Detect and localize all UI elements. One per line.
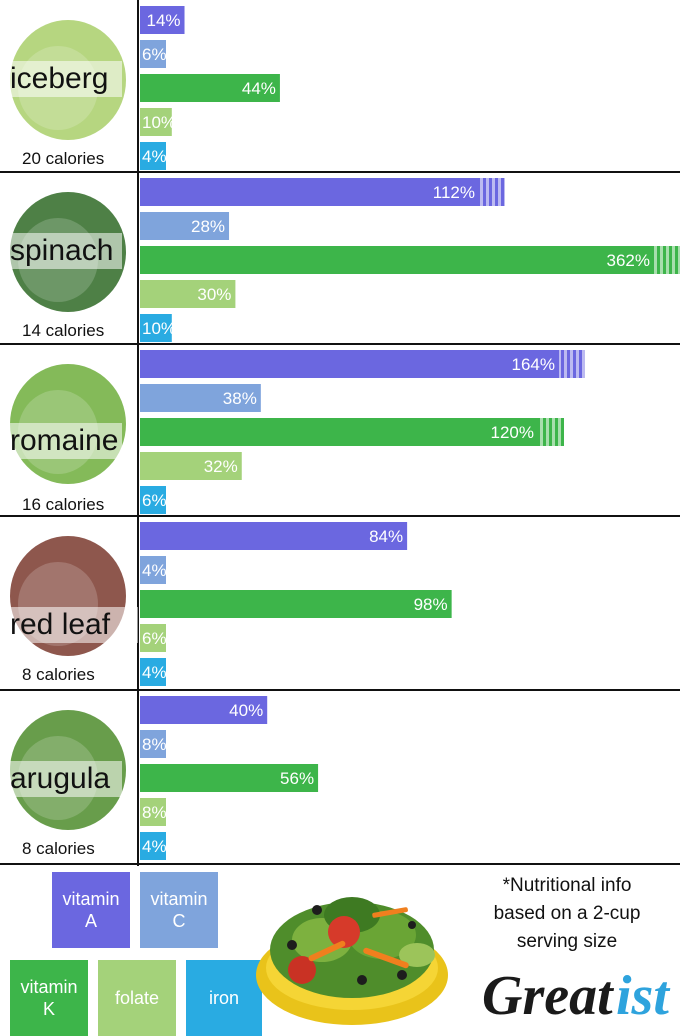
bar-vitamin-K [140,764,319,792]
category-label-bg [6,607,138,643]
legend-label: folate [114,988,160,1008]
bar-iron [140,142,166,170]
calorie-label: 8 calories [22,665,95,684]
legend-sublabel: C [172,911,186,931]
bar-vitamin-K [140,590,452,618]
bar-value-label: 6% [142,491,167,510]
bar-vitamin-K [140,74,280,102]
bar-value-label: 4% [142,561,167,580]
bar-vitamin-A [140,696,268,724]
legend-label: vitamin [20,977,78,997]
bar-overflow-marker [559,350,585,378]
category-label-bg [6,61,122,97]
bar-value-label: 40% [229,701,263,720]
bar-value-label: 14% [146,11,180,30]
bar-value-label: 4% [142,837,167,856]
bar-value-label: 56% [280,769,314,788]
bar-vitamin-C [140,40,166,68]
category-label: arugula [10,762,110,795]
legend-sublabel: K [42,999,55,1019]
row-romaine: romaine 16 calories 164% 38% 120% 32% 6% [6,350,585,514]
category-label: iceberg [10,62,108,95]
bar-value-label: 8% [142,803,167,822]
calorie-label: 8 calories [22,839,95,858]
category-label-bg [6,423,122,459]
bar-vitamin-K [140,246,680,274]
legend-label: vitamin [150,889,208,909]
bar-value-label: 32% [204,457,238,476]
legend-label: iron [208,988,239,1008]
bar-value-label: 362% [607,251,650,270]
bar-value-label: 10% [142,113,176,132]
bar-iron [140,486,166,514]
bar-value-label: 38% [223,389,257,408]
bar-overflow-marker [479,178,505,206]
bar-value-label: 8% [142,735,167,754]
note-line-3: serving size [516,931,618,952]
bar-value-label: 10% [142,319,176,338]
logo-text-ist: ist [616,965,670,1027]
bar-value-label: 120% [491,423,534,442]
bar-iron [140,658,166,686]
category-label-bg [6,761,122,797]
bar-folate [140,624,166,652]
bar-folate [140,280,236,308]
bar-value-label: 4% [142,663,167,682]
category-label: spinach [10,234,113,267]
category-label-bg [6,233,122,269]
row-spinach: spinach 14 calories 112% 28% 362% 30% 10% [6,178,680,342]
row-red-leaf: red leaf 8 calories 84% 4% 98% 6% 4% [6,522,452,686]
note-line-1: *Nutritional info [502,875,632,896]
legend-label: vitamin [62,889,120,909]
bar-value-label: 164% [512,355,555,374]
legend-item-vitamin-a: vitamin A [52,872,130,948]
legend-sublabel: A [84,911,97,931]
bar-iron [140,314,172,342]
legend-item-vitamin-k: vitamin K [10,960,88,1036]
bar-vitamin-K [140,418,564,446]
bar-overflow-marker [654,246,680,274]
note-line-2: based on a 2-cup [493,903,641,924]
calorie-label: 14 calories [22,321,104,340]
category-label: red leaf [10,608,111,641]
bar-folate [140,108,172,136]
bar-vitamin-A [140,6,185,34]
legend-item-iron: iron [186,960,262,1036]
nutrition-footnote: *Nutritional info based on a 2-cup servi… [462,872,672,956]
logo-text-great: Great [482,965,614,1027]
bar-vitamin-C [140,212,230,240]
bar-vitamin-A [140,178,505,206]
nutrition-bar-chart: iceberg 20 calories 14% 6% 44% 10% 4% spinach 14… [0,0,680,866]
bar-value-label: 6% [142,45,167,64]
bar-value-label: 98% [414,595,448,614]
bar-overflow-marker [538,418,564,446]
category-label: romaine [10,424,118,457]
salad-bowl-image [256,897,448,1025]
bar-folate [140,798,166,826]
calorie-label: 16 calories [22,495,104,514]
bar-value-label: 28% [191,217,225,236]
legend-item-folate: folate [98,960,176,1036]
greatist-logo: Great ist [482,965,670,1027]
bar-folate [140,452,242,480]
bar-value-label: 30% [197,285,231,304]
bar-value-label: 112% [433,183,475,202]
bar-value-label: 44% [242,79,276,98]
legend-item-vitamin-c: vitamin C [140,872,218,948]
bar-vitamin-C [140,556,166,584]
bar-vitamin-A [140,350,585,378]
bar-vitamin-A [140,522,408,550]
bar-value-label: 4% [142,147,167,166]
bar-value-label: 84% [369,527,403,546]
row-iceberg: iceberg 20 calories 14% 6% 44% 10% 4% [6,6,280,170]
bar-value-label: 6% [142,629,167,648]
bar-vitamin-C [140,384,261,412]
bar-iron [140,832,166,860]
row-arugula: arugula 8 calories 40% 8% 56% 8% 4% [6,696,319,860]
calorie-label: 20 calories [22,149,104,168]
bar-vitamin-C [140,730,166,758]
